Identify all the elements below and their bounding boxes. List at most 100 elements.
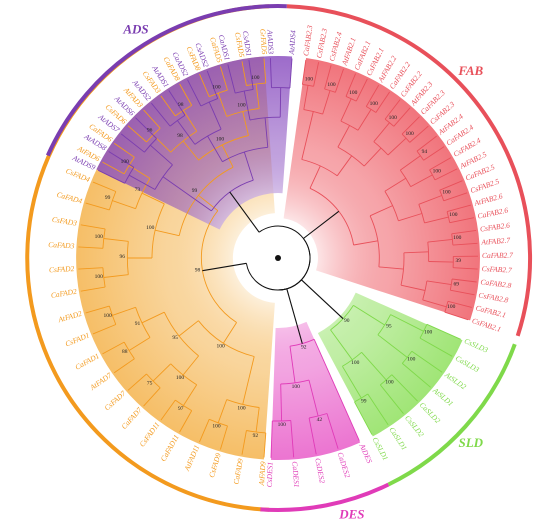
fab-clade-branches xyxy=(277,59,479,321)
leaf-label: CsFAD9 xyxy=(207,452,223,479)
leaf-label: CsFAD3 xyxy=(51,215,78,228)
leaf-label: CsFAD7 xyxy=(103,389,128,413)
bootstrap-value: 100 xyxy=(424,330,433,336)
leaf-label: CsFAD2 xyxy=(49,264,75,274)
leaf-label: CsDES2 xyxy=(313,457,327,484)
bootstrap-value: 90 xyxy=(344,318,350,324)
leaf-label: AtFAD7 xyxy=(87,371,113,393)
bootstrap-value: 75 xyxy=(147,381,153,387)
leaf-label: AtADS4 xyxy=(287,30,298,56)
bootstrap-value: 100 xyxy=(405,131,414,137)
leaf-label: CsFAD1 xyxy=(64,331,91,349)
bootstrap-value: 88 xyxy=(122,349,128,355)
bootstrap-value: 100 xyxy=(449,212,458,218)
ads-clade-label: ADS xyxy=(122,22,148,37)
bootstrap-value: 100 xyxy=(305,76,314,82)
tree-root xyxy=(275,255,281,261)
des-clade-label: DES xyxy=(338,507,364,522)
bootstrap-value: 99 xyxy=(192,188,198,194)
leaf-label: AtFAB2.7 xyxy=(480,236,511,247)
fab-clade-shading xyxy=(283,58,480,321)
ads-clade-branches xyxy=(98,58,311,291)
leaf-label: CsSLD3 xyxy=(463,336,490,354)
sld-clade-label: SLD xyxy=(459,435,484,450)
bootstrap-value: 69 xyxy=(453,281,459,287)
bootstrap-value: 73 xyxy=(135,187,141,193)
bootstrap-value: 100 xyxy=(95,234,104,240)
leaf-label: CaFAD7 xyxy=(119,405,143,431)
bootstrap-value: 100 xyxy=(121,159,130,165)
bootstrap-value: 100 xyxy=(351,360,360,366)
bootstrap-value: 100 xyxy=(216,137,225,143)
leaf-label: AtADS3 xyxy=(266,29,276,55)
leaf-label: CaFAD2 xyxy=(50,287,77,300)
bootstrap-value: 100 xyxy=(212,85,221,91)
bootstrap-value: 91 xyxy=(135,321,141,327)
bootstrap-value: 39 xyxy=(456,258,462,264)
bootstrap-value: 100 xyxy=(389,115,398,121)
leaf-label: CsFAB2.1 xyxy=(471,316,502,334)
bootstrap-value: 98 xyxy=(177,133,183,139)
des-clade-arc xyxy=(260,482,390,512)
bootstrap-value: 96 xyxy=(147,127,153,133)
leaf-label: CsFAB2.6 xyxy=(479,221,510,234)
leaf-label: CaSLD2 xyxy=(418,400,443,425)
leaf-label: CaSLD3 xyxy=(454,354,481,375)
bootstrap-value: 95 xyxy=(386,324,392,330)
leaf-label: CaFAB2.7 xyxy=(482,251,513,260)
bootstrap-value: 100 xyxy=(407,356,416,362)
bootstrap-value: 100 xyxy=(442,190,451,196)
leaf-label: AtSLD2 xyxy=(442,370,468,392)
fab-clade-arc xyxy=(286,4,533,337)
bootstrap-value: 100 xyxy=(447,304,456,310)
bootstrap-value: 96 xyxy=(120,254,126,260)
leaf-label: CaFAD4 xyxy=(56,190,84,206)
leaf-label: CsFAB2.3 xyxy=(314,27,329,59)
leaf-label: AtFAD2 xyxy=(56,309,83,325)
bootstrap-value: 100 xyxy=(237,103,246,109)
leaf-label: CsADS1 xyxy=(241,30,254,56)
bootstrap-value: 99 xyxy=(105,195,111,201)
sld-clade-shading xyxy=(317,292,463,437)
bootstrap-value: 100 xyxy=(278,422,287,428)
bootstrap-value: 42 xyxy=(317,417,323,423)
leaf-label: CaFAD3 xyxy=(48,240,75,250)
bootstrap-value: 100 xyxy=(95,274,104,280)
bootstrap-value: 100 xyxy=(292,384,301,390)
bootstrap-value: 92 xyxy=(253,433,259,439)
bootstrap-value: 100 xyxy=(103,313,112,319)
bootstrap-value: 100 xyxy=(433,169,442,175)
sld-clade-branches xyxy=(277,279,461,435)
leaf-label: CaFAD9 xyxy=(231,458,245,486)
leaf-label: CsFAD11 xyxy=(138,420,162,448)
bootstrap-value: 100 xyxy=(146,225,155,231)
bootstrap-value: 95 xyxy=(172,335,178,341)
bootstrap-value: 100 xyxy=(251,75,260,81)
fab-clade-label: FAB xyxy=(457,63,483,78)
ads-clade-arc xyxy=(45,4,287,157)
bootstrap-value: 100 xyxy=(349,90,358,96)
bootstrap-value: 100 xyxy=(327,82,336,88)
bootstrap-value: 94 xyxy=(422,149,428,155)
leaf-label: CaFAD1 xyxy=(74,351,101,371)
leaf-label: CaFAB2.8 xyxy=(480,277,512,290)
leaf-label: AtSLD1 xyxy=(430,385,455,408)
leaf-label: CsFAB2.7 xyxy=(481,264,512,275)
leaf-label: CaDES2 xyxy=(336,451,353,479)
bootstrap-value: 99 xyxy=(361,398,367,404)
leaf-label: CaFAD11 xyxy=(159,433,181,463)
leaf-label: CaFAB2.6 xyxy=(477,205,509,220)
bootstrap-value: 100 xyxy=(237,405,246,411)
bootstrap-value: 98 xyxy=(178,102,184,108)
leaf-label: CsFAB2.8 xyxy=(478,290,509,304)
fad-clade-branches xyxy=(78,58,279,458)
leaf-label: CsSLD2 xyxy=(403,414,426,439)
bootstrap-value: 100 xyxy=(453,235,462,241)
leaf-label: CaSLD1 xyxy=(387,425,409,452)
bootstrap-value: 100 xyxy=(370,101,379,107)
bootstrap-value: 100 xyxy=(212,424,221,430)
leaf-label: CsDES1 xyxy=(265,462,275,488)
leaf-label: AtFAD11 xyxy=(182,444,201,474)
leaf-label: CaFAB2.3 xyxy=(301,24,314,56)
